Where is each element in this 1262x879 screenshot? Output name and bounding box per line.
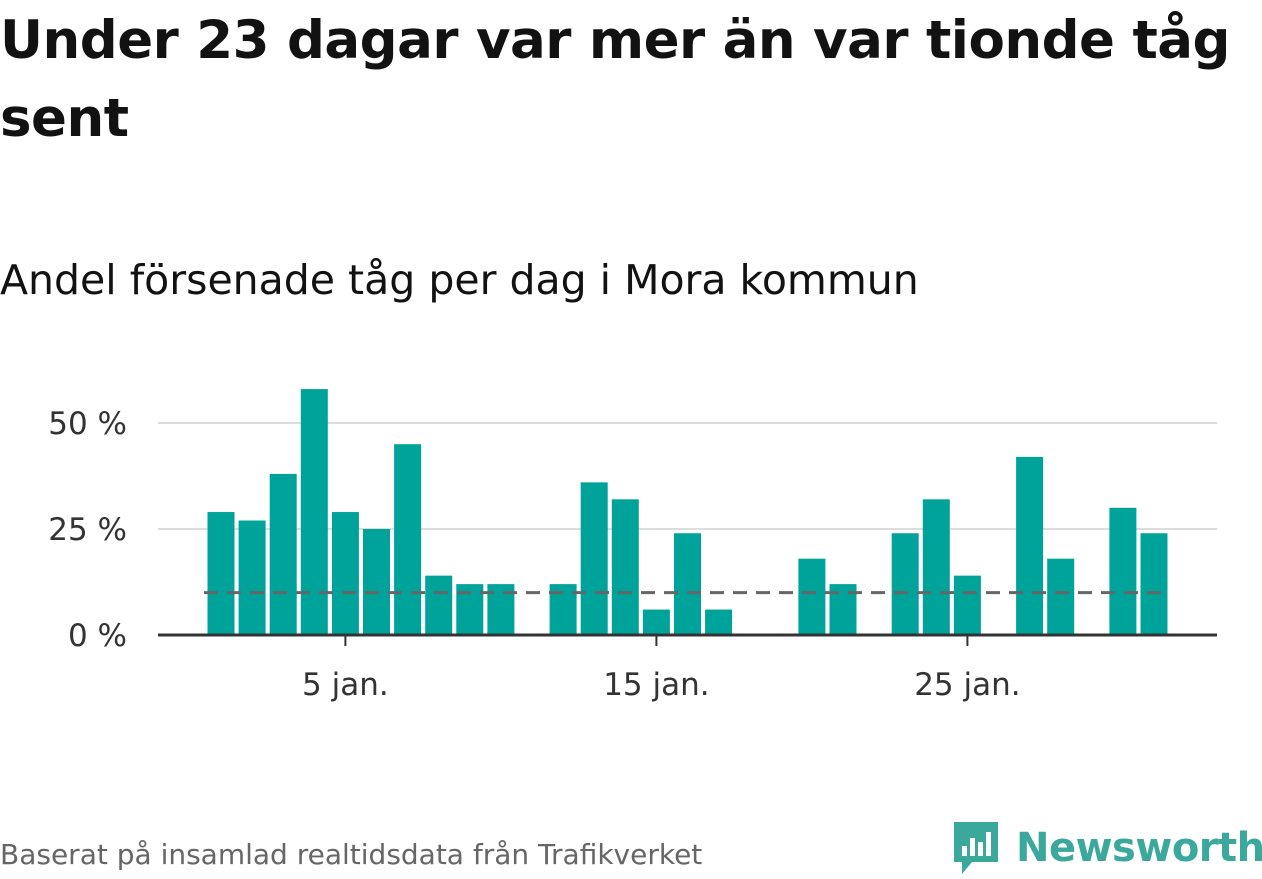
bar	[1016, 456, 1044, 635]
y-tick-label: 25 %	[48, 512, 127, 548]
x-tick-label: 15 jan.	[603, 667, 709, 703]
chart-subtitle: Andel försenade tåg per dag i Mora kommu…	[0, 256, 919, 304]
bar	[238, 520, 266, 635]
bar	[207, 512, 235, 635]
x-tick-label: 25 jan.	[914, 667, 1020, 703]
y-tick-label: 0 %	[68, 618, 127, 654]
bar	[1047, 558, 1075, 635]
axes: 0 % 25 % 50 % 5 jan. 15 jan. 25 jan.	[48, 406, 1217, 703]
bar	[394, 444, 422, 635]
chart-title: Under 23 dagar var mer än var tionde tåg…	[0, 10, 1230, 149]
y-tick-label: 50 %	[48, 406, 127, 442]
bar	[922, 499, 950, 635]
bar	[269, 473, 297, 635]
bar	[425, 575, 453, 635]
newsworthy-logo[interactable]: Newsworthy	[950, 818, 1262, 878]
bar	[300, 389, 328, 635]
bar	[1140, 533, 1168, 635]
x-tick-label: 5 jan.	[302, 667, 389, 703]
bar	[705, 609, 733, 635]
bar	[580, 482, 608, 635]
bar	[953, 575, 981, 635]
bars	[207, 389, 1168, 635]
bar	[363, 529, 390, 635]
bar	[331, 512, 359, 635]
bar	[1109, 507, 1137, 635]
brand-name: Newsworthy	[1016, 825, 1262, 871]
bar	[642, 609, 670, 635]
newsworthy-logo-icon	[954, 822, 998, 874]
source-note: Baserat på insamlad realtidsdata från Tr…	[0, 838, 703, 871]
bar	[798, 558, 826, 635]
bar	[891, 533, 919, 635]
bar	[611, 499, 639, 635]
bar	[674, 533, 701, 635]
bar-chart: 0 % 25 % 50 % 5 jan. 15 jan. 25 jan.	[48, 389, 1217, 703]
